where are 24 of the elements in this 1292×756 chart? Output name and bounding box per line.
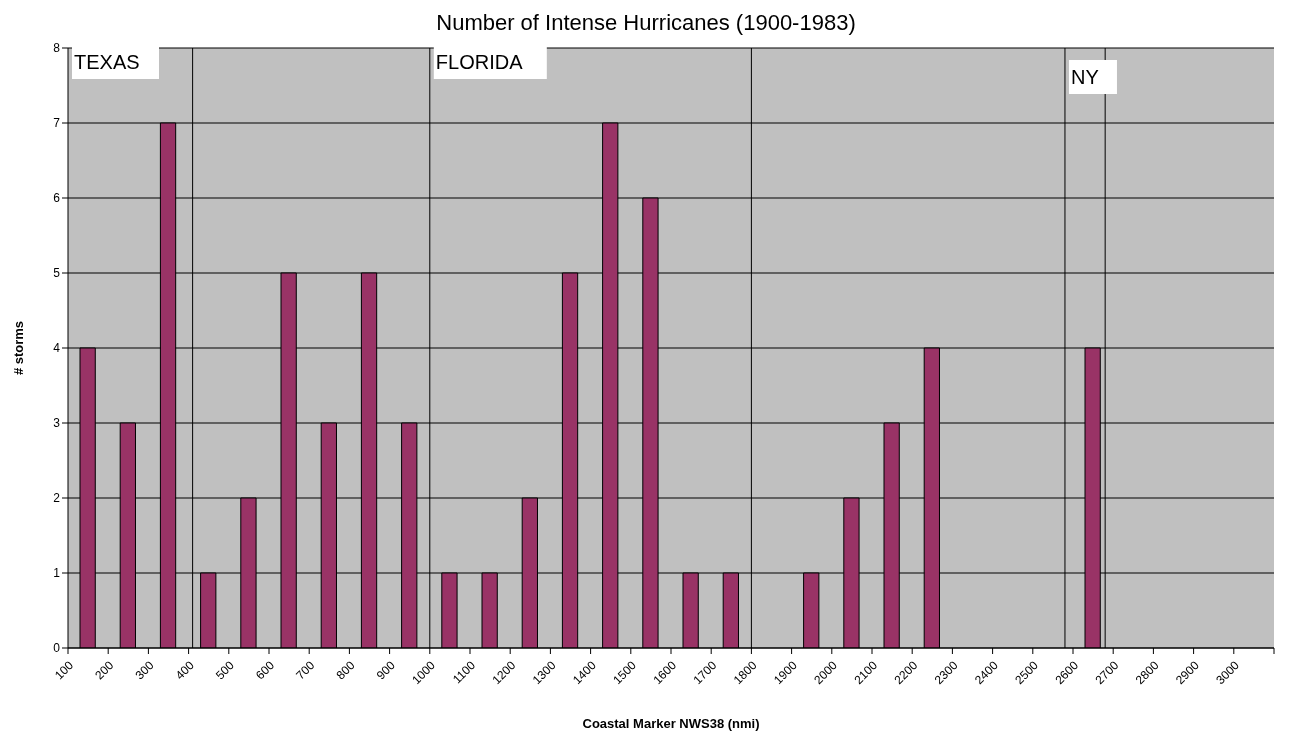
y-tick-label: 1: [53, 566, 61, 581]
y-tick-label: 7: [53, 116, 61, 131]
y-tick-label: 0: [53, 641, 61, 656]
annotation: NY: [1070, 66, 1099, 88]
x-tick-label: 200: [92, 658, 117, 683]
y-axis-title: # storms: [10, 320, 26, 376]
x-tick-label: 500: [212, 658, 238, 683]
annotation: TEXAS: [74, 51, 140, 73]
y-tick-label: 6: [53, 191, 61, 206]
x-tick-label: 100: [52, 658, 77, 683]
x-axis-title: Coastal Marker NWS38 (nmi): [582, 716, 760, 731]
x-tick-label: 400: [172, 658, 197, 683]
x-tick-label: 700: [293, 658, 318, 683]
x-tick-label: 600: [253, 658, 278, 683]
y-tick-label: 2: [53, 491, 61, 506]
annotation: FLORIDA: [435, 51, 524, 73]
y-tick-label: 5: [53, 266, 61, 281]
y-tick-label: 4: [53, 341, 61, 356]
x-tick-label: 800: [333, 658, 358, 683]
y-tick-label: 3: [53, 416, 61, 431]
chart-title: Number of Intense Hurricanes (1900-1983): [435, 9, 857, 37]
x-tick-label: 900: [373, 658, 398, 683]
x-tick-label: 300: [132, 658, 157, 683]
y-tick-label: 8: [53, 41, 61, 56]
